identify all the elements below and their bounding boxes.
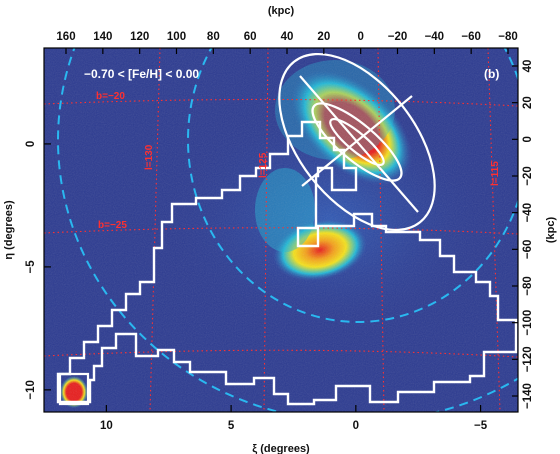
right-tick-label: −120 (522, 346, 534, 372)
grid-label-l115: l=115 (490, 161, 501, 186)
top-tick-label: −80 (498, 31, 518, 43)
top-tick-label: 100 (167, 31, 186, 43)
top-tick-label: 60 (244, 31, 257, 43)
m31-minor-axis (301, 95, 413, 187)
m31-ellipses (278, 52, 436, 232)
right-tick-label: 40 (522, 60, 534, 73)
right-tick-label: 0 (522, 136, 534, 142)
x-tick-label: 10 (100, 420, 113, 432)
grid-label-b20: b=−20 (96, 91, 125, 102)
m31-inner-ellipse (311, 102, 403, 182)
right-tick-label: −40 (522, 203, 534, 223)
right-tick-label: −140 (522, 383, 534, 409)
grid-line-l125 (263, 48, 269, 412)
metallicity-range-label: −0.70 < [Fe/H] < 0.00 (84, 67, 199, 81)
right-tick-label: 20 (522, 96, 534, 109)
top-tick-label: 0 (357, 31, 363, 43)
right-axis-ticks: 40 20 0 −20 −40 −60 −80 −100 −120 −140 (512, 60, 534, 409)
m31-major-axis (299, 75, 419, 213)
x-axis-label: ξ (degrees) (252, 443, 310, 454)
top-axis-label: (kpc) (268, 5, 295, 17)
top-tick-label: 120 (130, 31, 149, 43)
y-axis-label: η (degrees) (3, 200, 15, 260)
grid-line-l130 (149, 48, 161, 412)
grid-label-b25: b=−25 (98, 220, 127, 231)
right-tick-label: −60 (522, 240, 534, 260)
m33-field-outline (58, 372, 90, 406)
y-tick-label: −5 (25, 260, 37, 274)
plot-frame (43, 47, 519, 413)
y-tick-label: −10 (25, 380, 37, 400)
right-tick-label: −20 (522, 166, 534, 186)
y-tick-label: 0 (25, 141, 37, 147)
dashed-radius-ellipses (57, 48, 518, 412)
top-tick-label: 80 (207, 31, 220, 43)
grid-label-l130: l=130 (144, 144, 155, 170)
x-tick-label: 5 (228, 420, 235, 432)
top-tick-label: −40 (425, 31, 445, 43)
x-tick-label: −5 (474, 420, 488, 432)
grid-label-l125: l=125 (258, 152, 269, 178)
right-tick-label: −100 (522, 310, 534, 336)
top-tick-label: 160 (56, 31, 75, 43)
radius-ellipse-inner (187, 48, 518, 323)
coordinate-grid (44, 48, 518, 412)
panel-label: (b) (484, 67, 499, 81)
survey-footprint-outline (56, 120, 518, 406)
top-tick-label: 140 (93, 31, 112, 43)
top-tick-label: −60 (461, 31, 481, 43)
top-axis-ticks: 160 140 120 100 80 60 40 20 0 −20 −40 −60 −80 (56, 31, 518, 54)
top-tick-label: 40 (281, 31, 294, 43)
grid-line-l115 (487, 48, 501, 412)
right-tick-label: −80 (522, 276, 534, 296)
y-axis-ticks: 0 −5 −10 (25, 141, 51, 400)
top-tick-label: −20 (388, 31, 408, 43)
top-tick-label: 20 (317, 31, 330, 43)
x-tick-label: 0 (353, 420, 359, 432)
grid-line-l120 (377, 48, 385, 412)
right-axis-label: (kpc) (545, 217, 557, 244)
x-axis-ticks: 10 5 0 −5 (100, 405, 488, 432)
